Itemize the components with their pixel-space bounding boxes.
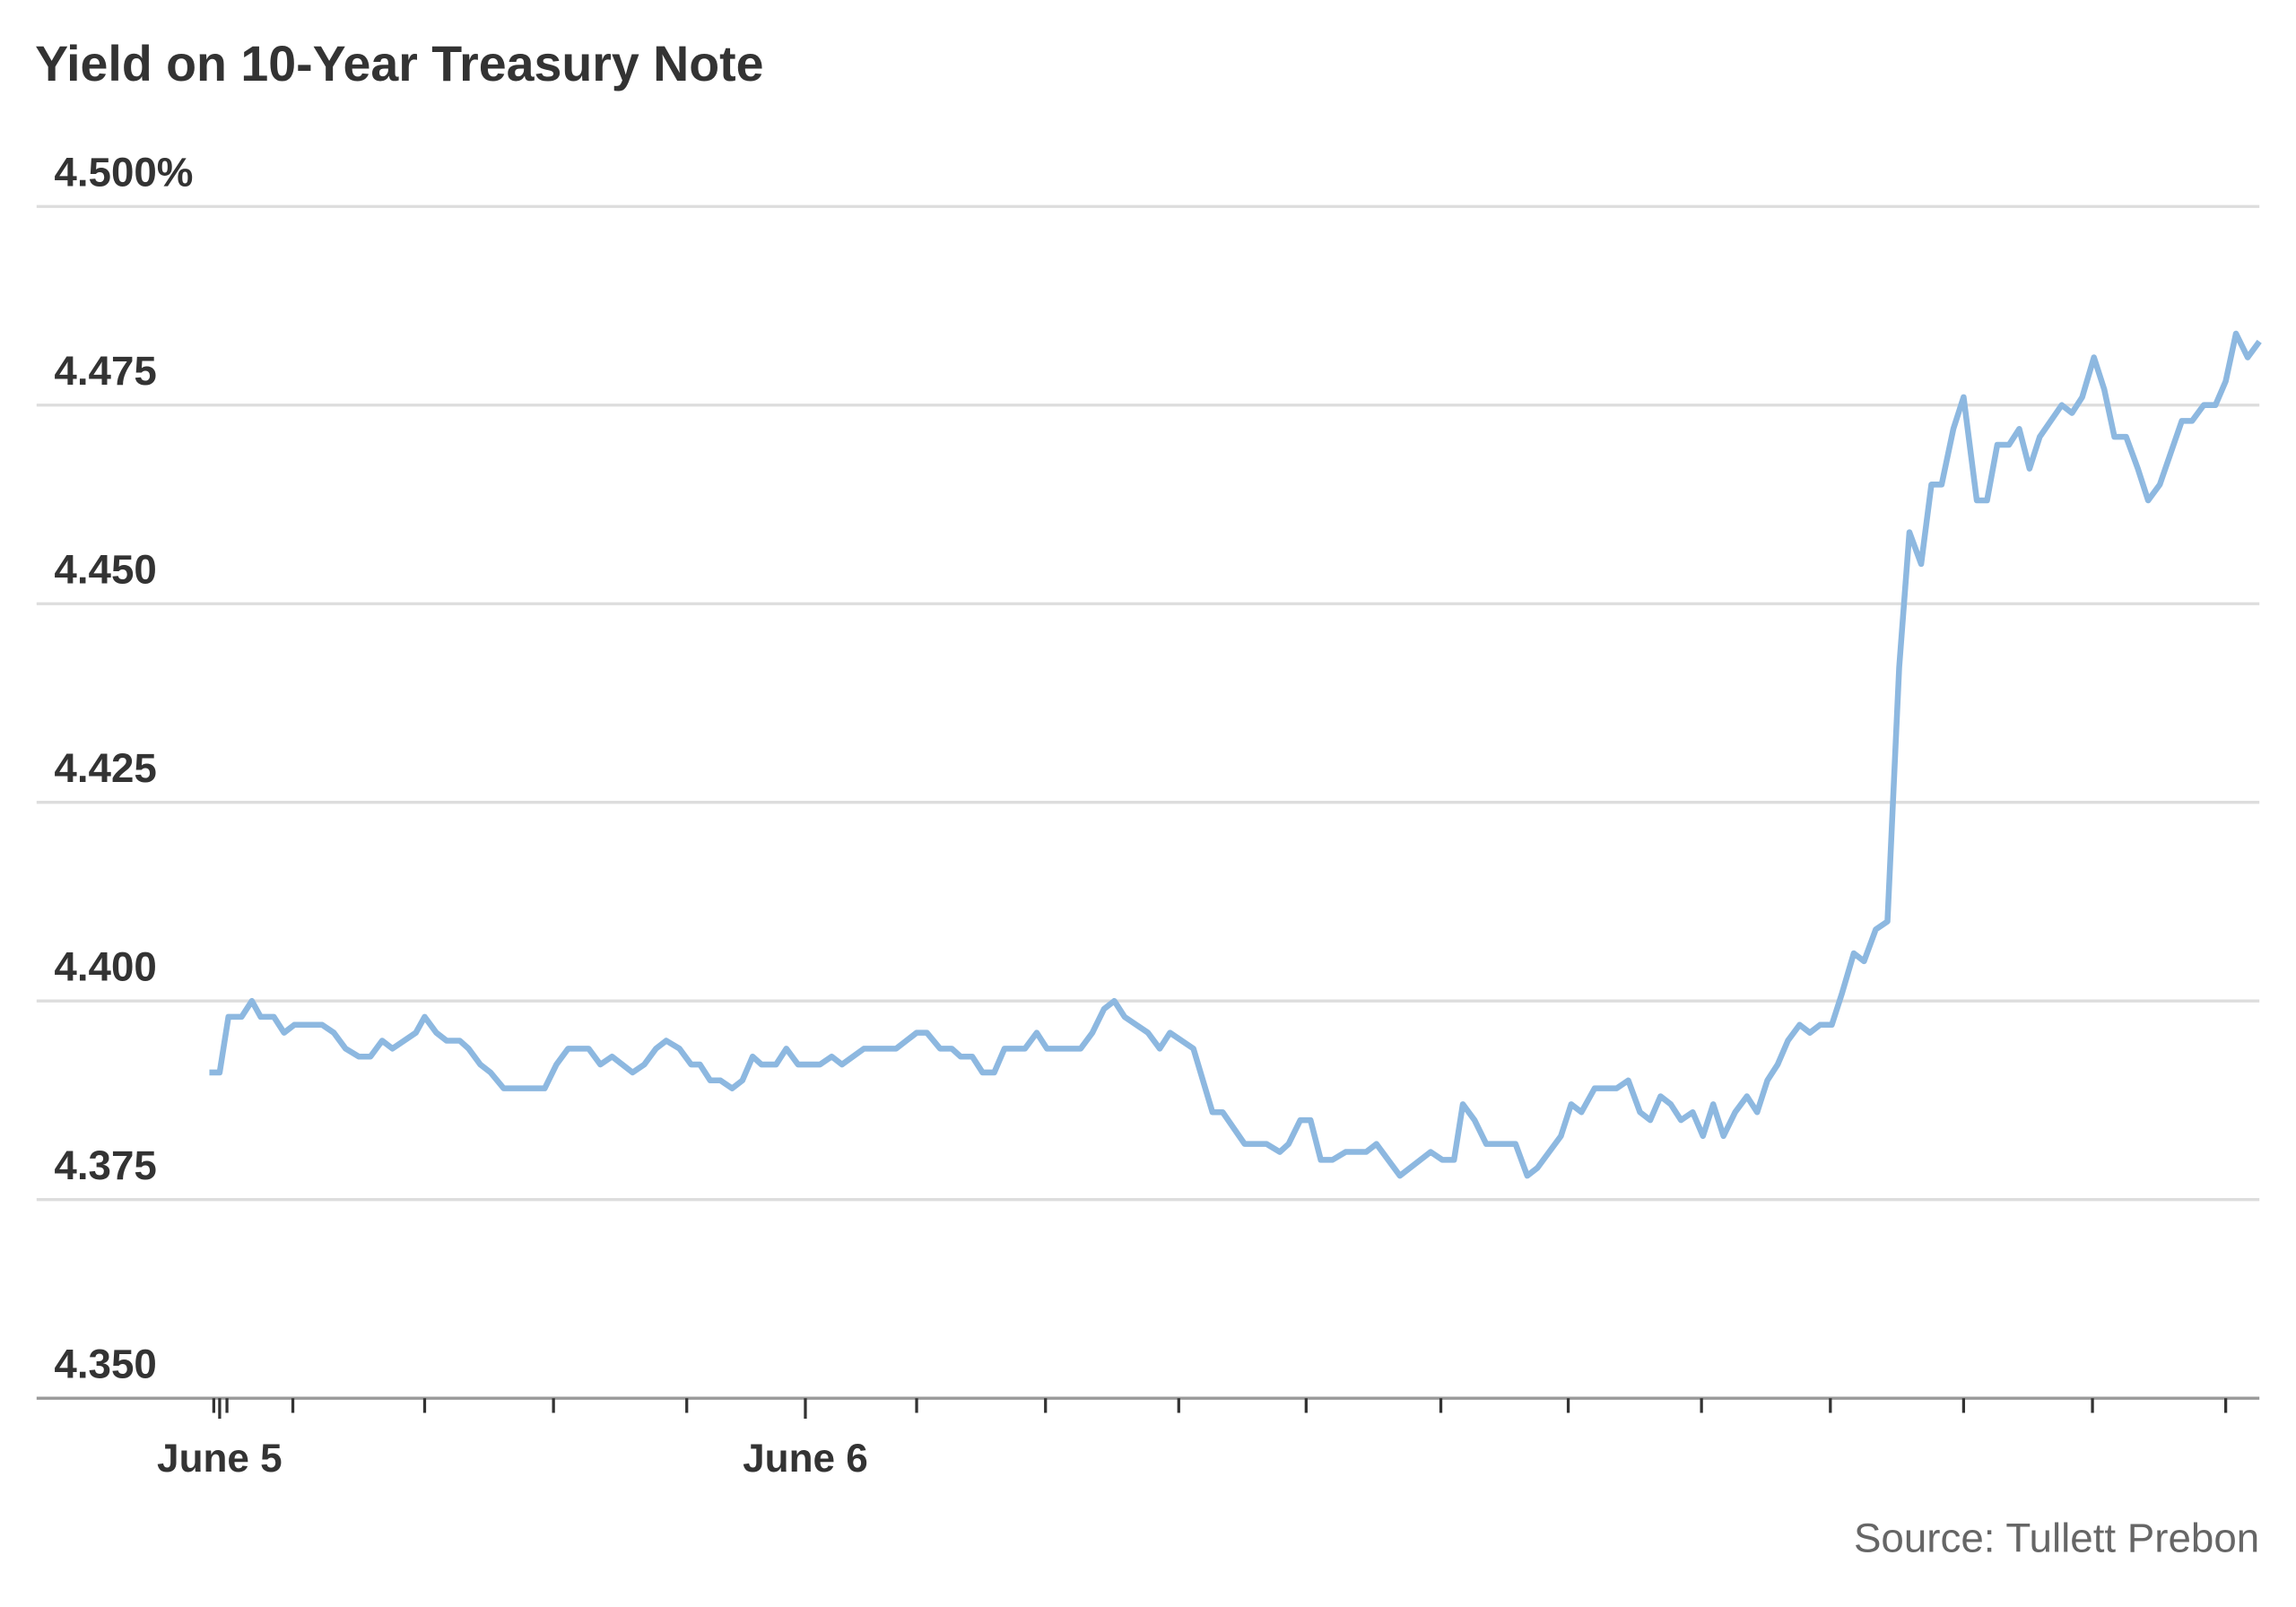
y-tick-label: 4.425 [54,745,156,791]
y-tick-label: 4.475 [54,348,156,394]
line-series [209,330,2262,1179]
y-tick-label: 4.450 [54,546,156,592]
y-tick-label: 4.500% [54,149,193,195]
y-tick-label: 4.375 [54,1142,156,1188]
x-tick-label: June 6 [743,1437,868,1481]
x-tick-label: June 5 [157,1437,283,1481]
source: Source: Tullett Prebon [1854,1516,2259,1561]
y-tick-label: 4.400 [54,943,156,989]
chart-title: Yield on 10-Year Treasury Note [35,36,763,91]
y-tick-label: 4.350 [54,1341,156,1386]
